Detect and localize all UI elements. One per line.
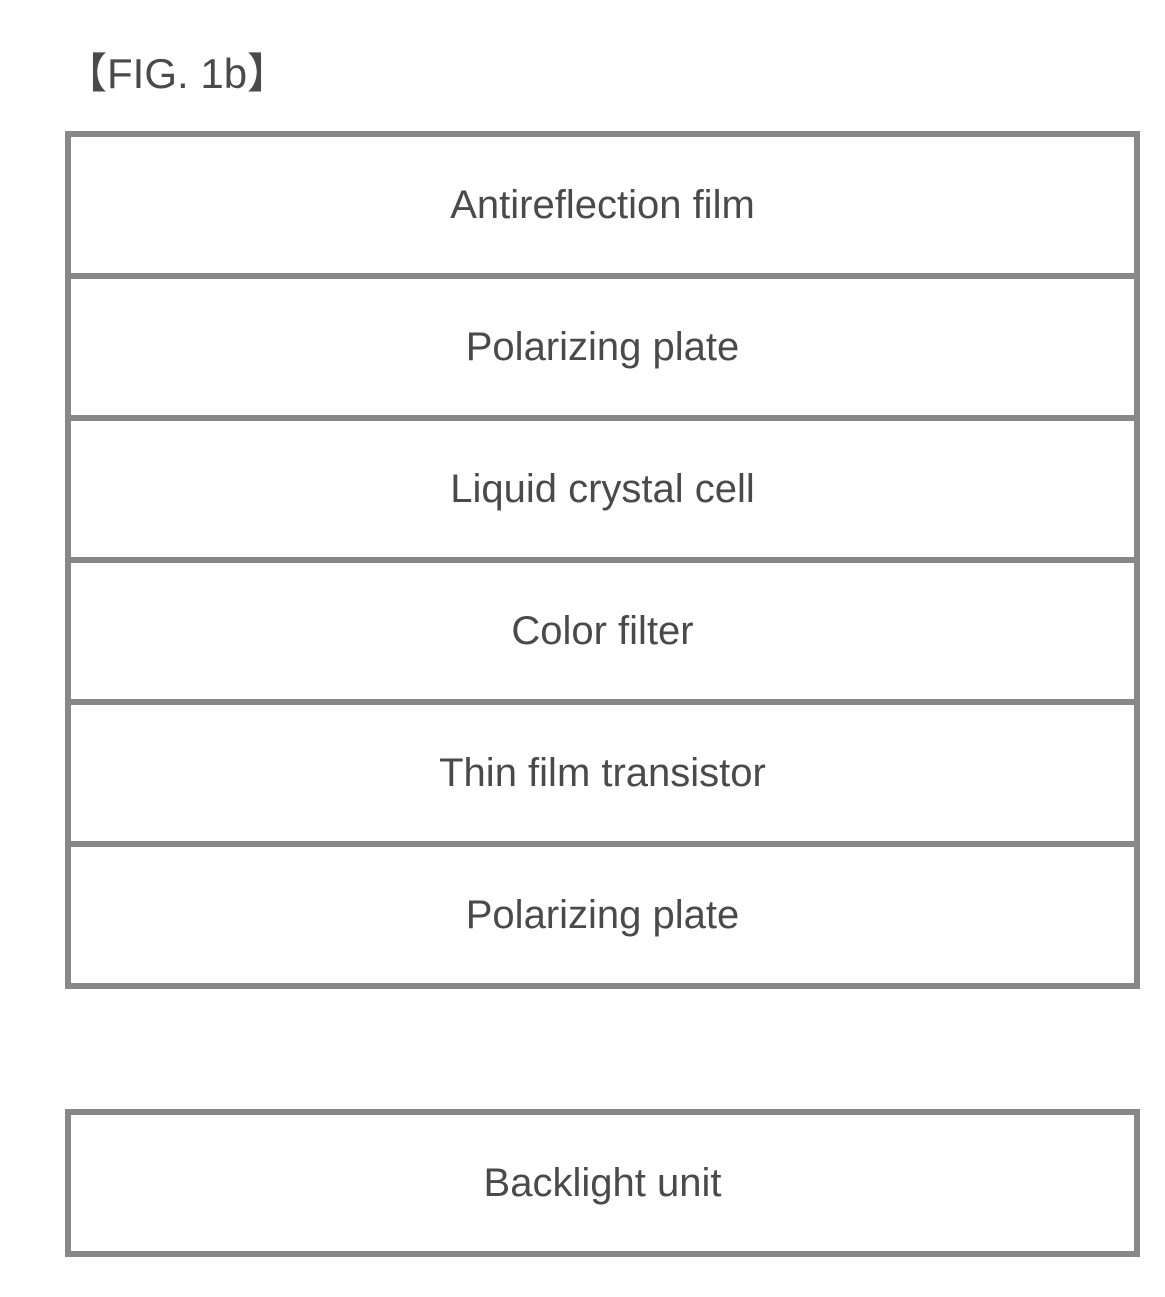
layer-antireflection-film: Antireflection film	[65, 131, 1140, 279]
layer-label: Backlight unit	[484, 1161, 722, 1206]
layer-backlight-unit: Backlight unit	[65, 1109, 1140, 1257]
layer-thin-film-transistor: Thin film transistor	[65, 699, 1140, 847]
layer-color-filter: Color filter	[65, 557, 1140, 705]
figure-title: 【FIG. 1b】	[65, 40, 1125, 101]
layer-stack: Antireflection film Polarizing plate Liq…	[65, 131, 1140, 1257]
layer-label: Polarizing plate	[466, 893, 740, 938]
layer-label: Polarizing plate	[466, 325, 740, 370]
layer-label: Antireflection film	[450, 183, 755, 228]
layer-polarizing-plate-top: Polarizing plate	[65, 273, 1140, 421]
layer-label: Thin film transistor	[439, 751, 766, 796]
layer-gap	[65, 989, 1140, 1109]
layer-polarizing-plate-bottom: Polarizing plate	[65, 841, 1140, 989]
layer-label: Color filter	[511, 609, 693, 654]
layer-liquid-crystal-cell: Liquid crystal cell	[65, 415, 1140, 563]
layer-label: Liquid crystal cell	[450, 467, 755, 512]
